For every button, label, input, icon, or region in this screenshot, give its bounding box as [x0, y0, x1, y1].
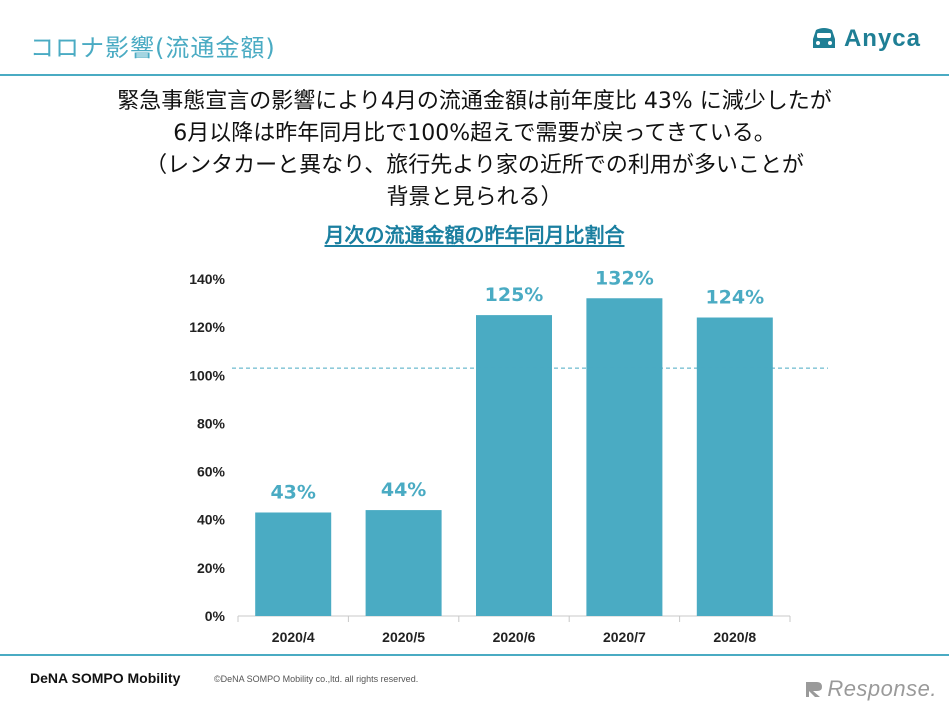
header-divider [0, 74, 949, 76]
watermark: Response. [803, 676, 937, 702]
summary-line: 6月以降は昨年同月比で100%超えで需要が戻ってきている。 [173, 121, 776, 146]
x-tick-label: 2020/4 [272, 629, 315, 645]
watermark-text: Response. [827, 676, 937, 701]
y-tick-label: 60% [197, 464, 226, 480]
bar [476, 315, 552, 616]
response-logo-icon [806, 682, 823, 697]
summary-line: 緊急事態宣言の影響により4月の流通金額は前年度比 43% に減少したが [117, 89, 832, 114]
footer-copyright: ©DeNA SOMPO Mobility co.,ltd. all rights… [214, 674, 419, 684]
data-label: 125% [485, 284, 544, 306]
y-tick-label: 80% [197, 415, 226, 431]
summary-line: 背景と見られる） [386, 185, 563, 210]
x-tick-label: 2020/5 [382, 629, 425, 645]
data-label: 124% [705, 287, 764, 309]
data-label: 132% [595, 267, 654, 289]
summary-text: 緊急事態宣言の影響により4月の流通金額は前年度比 43% に減少したが 6月以降… [20, 86, 929, 214]
brand-name: Anyca [843, 25, 921, 52]
chart-title-wrap: 月次の流通金額の昨年同月比割合 [0, 219, 949, 248]
bar [586, 298, 663, 616]
x-tick-label: 2020/8 [713, 629, 756, 645]
summary-line: （レンタカーと異なり、旅行先より家の近所での利用が多いことが [145, 153, 804, 178]
chart-title: 月次の流通金額の昨年同月比割合 [324, 223, 625, 247]
bar [696, 317, 773, 616]
x-tick-label: 2020/6 [493, 629, 536, 645]
y-tick-label: 40% [197, 512, 226, 528]
bar [255, 512, 332, 616]
footer-divider [0, 654, 949, 656]
bar [365, 510, 442, 616]
slide-title: コロナ影響(流通金額) [30, 34, 276, 62]
y-tick-label: 100% [189, 367, 225, 383]
x-tick-label: 2020/7 [603, 629, 646, 645]
footer-company: DeNA SOMPO Mobility [30, 670, 181, 686]
y-tick-label: 140% [189, 271, 225, 287]
data-label: 43% [270, 481, 315, 503]
brand-logo: Anyca [811, 22, 921, 56]
y-tick-label: 120% [189, 319, 225, 335]
data-label: 44% [381, 479, 426, 501]
y-tick-label: 0% [205, 608, 226, 624]
y-tick-label: 20% [197, 560, 226, 576]
car-icon [812, 28, 835, 48]
